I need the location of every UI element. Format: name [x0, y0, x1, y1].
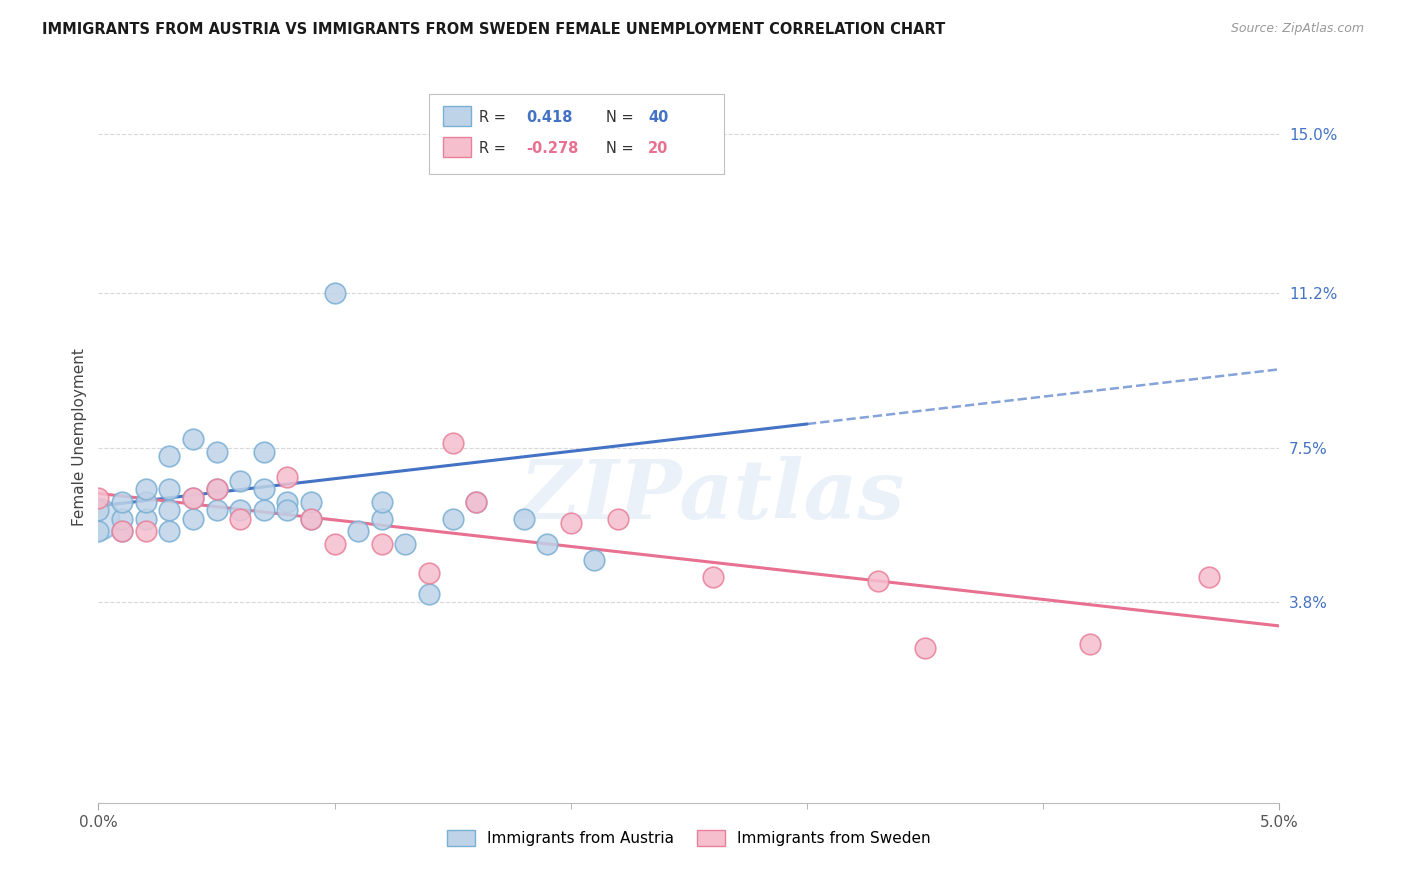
Point — [253, 483, 276, 497]
Point — [87, 503, 110, 517]
Point — [394, 536, 416, 550]
Point — [181, 511, 204, 525]
Point — [111, 511, 134, 525]
Point — [157, 449, 180, 463]
Point — [229, 511, 252, 525]
Y-axis label: Female Unemployment: Female Unemployment — [72, 348, 87, 526]
Point — [299, 495, 322, 509]
Text: IMMIGRANTS FROM AUSTRIA VS IMMIGRANTS FROM SWEDEN FEMALE UNEMPLOYMENT CORRELATIO: IMMIGRANTS FROM AUSTRIA VS IMMIGRANTS FR… — [42, 22, 945, 37]
Point — [276, 503, 298, 517]
Point — [157, 483, 180, 497]
Point — [323, 536, 346, 550]
Point — [299, 511, 322, 525]
Point — [323, 285, 346, 300]
Point — [607, 511, 630, 525]
Text: 0.418: 0.418 — [526, 110, 572, 125]
Text: 40: 40 — [648, 110, 668, 125]
Point — [441, 136, 464, 150]
Point — [111, 524, 134, 538]
Point — [465, 495, 488, 509]
Text: ZIPatlas: ZIPatlas — [520, 456, 905, 535]
Text: Source: ZipAtlas.com: Source: ZipAtlas.com — [1230, 22, 1364, 36]
Point — [229, 503, 252, 517]
Point — [181, 432, 204, 446]
Point — [441, 436, 464, 450]
Point — [465, 495, 488, 509]
Point — [205, 503, 228, 517]
Point — [181, 491, 204, 505]
Point — [87, 491, 110, 505]
Point — [253, 444, 276, 458]
Point — [205, 483, 228, 497]
Point — [371, 511, 394, 525]
Point — [111, 524, 134, 538]
Point — [418, 587, 440, 601]
Point — [135, 511, 157, 525]
Text: 20: 20 — [648, 141, 668, 156]
Point — [87, 524, 110, 538]
Point — [135, 495, 157, 509]
Point — [371, 536, 394, 550]
Point — [276, 470, 298, 484]
Point — [702, 570, 724, 584]
Point — [205, 444, 228, 458]
Point — [157, 524, 180, 538]
Text: R =: R = — [479, 110, 506, 125]
Point — [1198, 570, 1220, 584]
Point — [135, 524, 157, 538]
Point — [1080, 637, 1102, 651]
Point — [371, 495, 394, 509]
Point — [512, 511, 534, 525]
Point — [465, 156, 488, 170]
Point — [157, 503, 180, 517]
Text: N =: N = — [606, 141, 634, 156]
Legend: Immigrants from Austria, Immigrants from Sweden: Immigrants from Austria, Immigrants from… — [447, 830, 931, 847]
Point — [205, 483, 228, 497]
Point — [299, 511, 322, 525]
Point — [583, 553, 606, 567]
Point — [229, 474, 252, 488]
Text: R =: R = — [479, 141, 506, 156]
Point — [347, 524, 370, 538]
Point — [866, 574, 889, 589]
Point — [87, 511, 110, 525]
Point — [181, 491, 204, 505]
Point — [135, 483, 157, 497]
Point — [536, 536, 558, 550]
Point — [111, 495, 134, 509]
Text: -0.278: -0.278 — [526, 141, 578, 156]
Point — [418, 566, 440, 580]
Point — [276, 495, 298, 509]
Point — [914, 641, 936, 656]
Point — [560, 516, 582, 530]
Point — [441, 511, 464, 525]
Text: N =: N = — [606, 110, 634, 125]
Point — [253, 503, 276, 517]
